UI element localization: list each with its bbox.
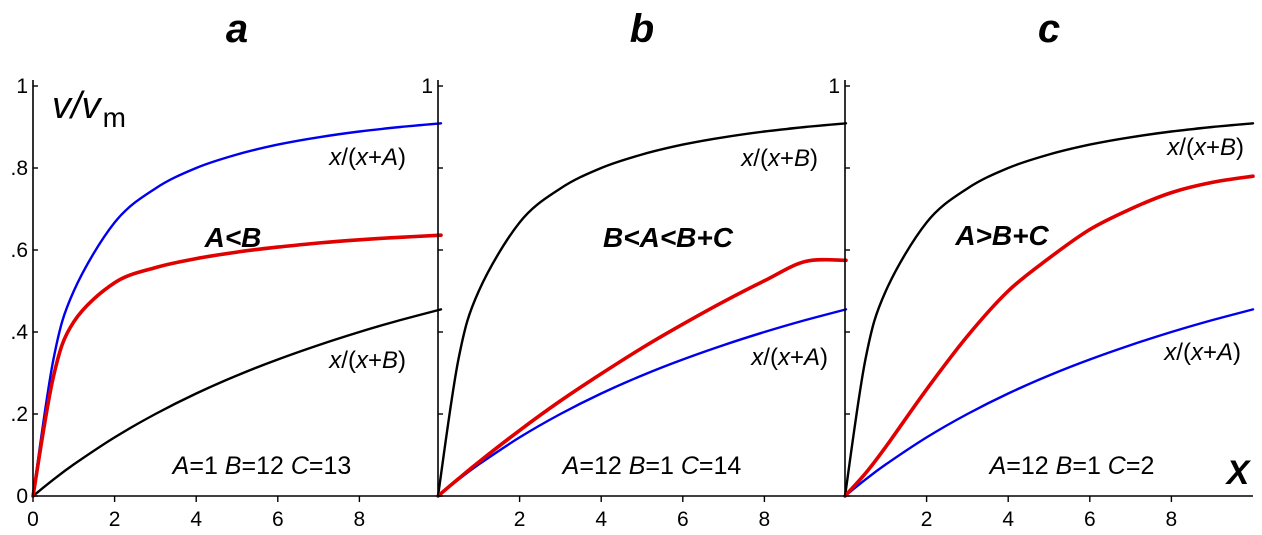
panel-b-curve-red <box>436 257 848 498</box>
panel-b-label-xb: x/(x+B) <box>740 145 818 172</box>
panel-a-y-tick-label: .2 <box>10 403 28 426</box>
panel-a-y-tick-label: .6 <box>10 239 28 262</box>
panel-b-x-tick-label: 8 <box>759 508 771 531</box>
panel-c-inequality: A>B+C <box>954 220 1049 251</box>
panel-a-x-tick-label: 0 <box>27 508 39 531</box>
panel-b-params: A=12 B=1 C=14 <box>561 452 742 480</box>
panel-a-label-xa: x/(x+A) <box>328 144 406 171</box>
panel-a-title: a <box>226 7 248 51</box>
labels-layer: 0 .2 .4 .6 .8 1 0 2 4 6 8 a 1 2 4 6 8 b 1 2 4 6 8 c v/vm x/(x+A) x… <box>10 7 1251 531</box>
panel-c-title: c <box>1038 7 1060 51</box>
panel-c-curve-xxb <box>843 122 1255 498</box>
panel-c-x-tick-label: 4 <box>1002 508 1014 531</box>
panel-c-x-tick-label: 8 <box>1166 508 1178 531</box>
panel-c-curve-xxa <box>843 308 1255 498</box>
panel-a-curve-xxb <box>31 308 443 498</box>
panel-a-x-tick-label: 6 <box>272 508 284 531</box>
panel-a-inequality: A<B <box>204 222 262 253</box>
panel-a-label-xb: x/(x+B) <box>328 347 406 374</box>
panel-a-y-tick-label: 1 <box>16 75 28 98</box>
panel-a-x-tick-label: 8 <box>354 508 366 531</box>
panel-c-x-tick-label: 6 <box>1084 508 1096 531</box>
panel-a-x-tick-label: 4 <box>190 508 202 531</box>
panel-b-label-xa: x/(x+A) <box>750 344 828 371</box>
panel-a-x-tick-label: 2 <box>109 508 121 531</box>
y-axis-label: v/vm <box>52 85 126 133</box>
x-axis-label: X <box>1225 454 1252 492</box>
panel-b-inequality: B<A<B+C <box>603 222 734 253</box>
panel-a-curve-xxa <box>31 122 443 498</box>
curves-layer <box>31 122 1255 498</box>
panel-a-params: A=1 B=12 C=13 <box>171 452 352 480</box>
axes-layer <box>32 80 1253 502</box>
panel-b-x-tick-label: 2 <box>514 508 526 531</box>
panel-a-y-tick-label: 0 <box>16 485 28 508</box>
panel-a-y-tick-label: .8 <box>10 157 28 180</box>
panel-a-y-tick-label: .4 <box>10 321 28 344</box>
panel-b-curve-xxb <box>436 122 848 498</box>
panel-c-curve-red <box>843 174 1255 498</box>
panel-c-x-tick-label: 2 <box>921 508 933 531</box>
panel-b-x-tick-label: 6 <box>677 508 689 531</box>
panel-c-y-tick-label: 1 <box>828 75 840 98</box>
panel-b-title: b <box>630 7 654 51</box>
panel-c-label-xa: x/(x+A) <box>1163 339 1241 366</box>
panel-b-x-tick-label: 4 <box>595 508 607 531</box>
panel-c-params: A=12 B=1 C=2 <box>988 452 1155 480</box>
panel-a-curve-red <box>31 233 443 498</box>
panel-c-label-xb: x/(x+B) <box>1166 134 1244 161</box>
panel-b-y-tick-label: 1 <box>421 75 433 98</box>
